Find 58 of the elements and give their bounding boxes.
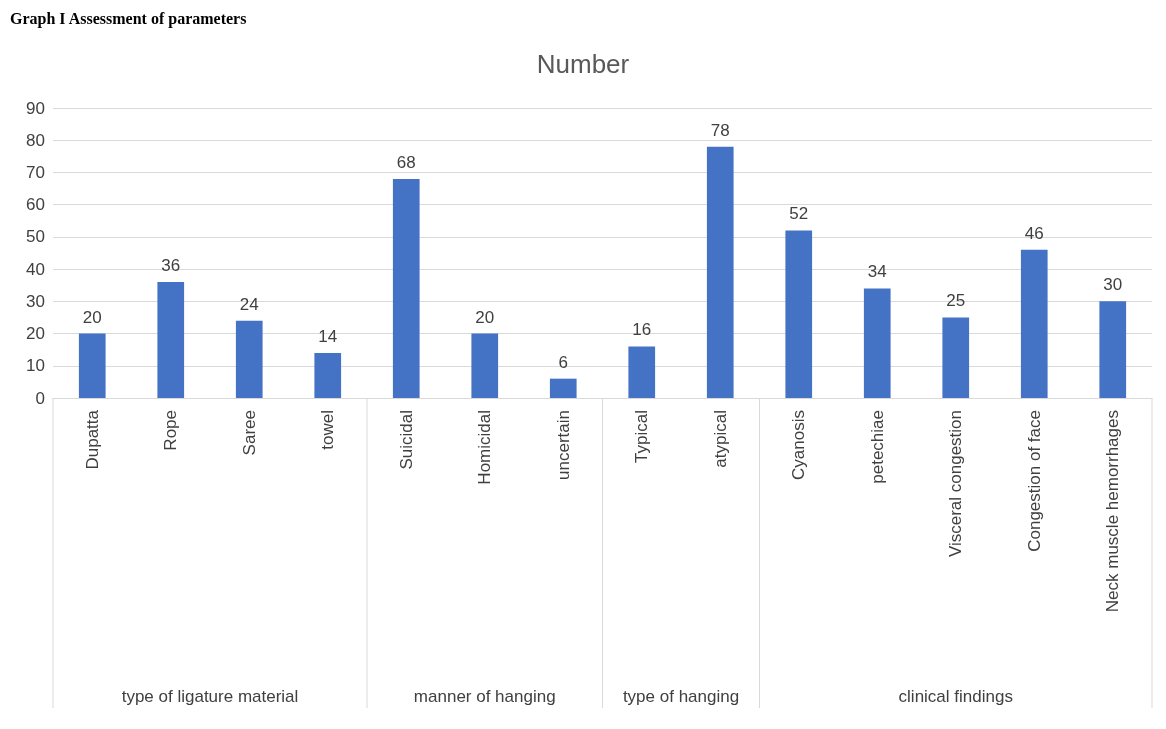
data-label: 16 bbox=[632, 320, 652, 340]
y-tick-label: 30 bbox=[26, 291, 45, 311]
x-tick-label: Saree bbox=[239, 410, 259, 456]
chart-title: Number bbox=[536, 49, 630, 79]
data-label: 30 bbox=[1103, 275, 1123, 295]
text: type of ligature material bbox=[121, 686, 299, 706]
y-tick-label: 80 bbox=[26, 130, 45, 150]
bar bbox=[628, 346, 656, 398]
bar bbox=[863, 288, 891, 398]
text: manner of hanging bbox=[413, 686, 556, 706]
bar bbox=[1020, 249, 1048, 398]
data-label: 46 bbox=[1024, 223, 1044, 243]
y-tick-label: 0 bbox=[35, 388, 45, 408]
x-tick-label: Visceral congestion bbox=[946, 410, 966, 558]
data-label: 36 bbox=[161, 256, 181, 275]
y-tick-label: 20 bbox=[26, 324, 45, 344]
data-label: 24 bbox=[239, 294, 259, 314]
bar bbox=[706, 146, 734, 398]
x-tick-label: uncertain bbox=[553, 410, 573, 480]
bar bbox=[314, 352, 342, 398]
data-label: 6 bbox=[558, 352, 568, 372]
bar bbox=[235, 320, 263, 398]
bar bbox=[157, 282, 185, 398]
data-label: 20 bbox=[475, 307, 495, 327]
data-label: 52 bbox=[789, 204, 809, 224]
data-label: 34 bbox=[867, 262, 887, 282]
x-tick-label: Dupatta bbox=[82, 409, 102, 470]
x-tick-label: Suicidal bbox=[396, 410, 416, 470]
bar bbox=[549, 378, 577, 398]
bar bbox=[392, 178, 420, 398]
y-tick-label: 50 bbox=[26, 227, 45, 247]
bar bbox=[1099, 301, 1127, 398]
x-tick-label: Typical bbox=[632, 410, 652, 463]
bar bbox=[785, 230, 813, 398]
y-tick-label: 40 bbox=[26, 259, 45, 279]
x-tick-label: petechiae bbox=[867, 410, 887, 484]
text: Graph I Assessment of parameters bbox=[10, 9, 247, 28]
x-tick-label: Neck muscle hemorrhages bbox=[1103, 410, 1123, 613]
x-tick-label: atypical bbox=[710, 410, 730, 468]
data-label: 14 bbox=[318, 326, 338, 346]
bar bbox=[78, 333, 106, 398]
y-tick-label: 70 bbox=[26, 162, 45, 182]
text: type of hanging bbox=[622, 686, 740, 706]
x-tick-label: Homicidal bbox=[475, 410, 495, 485]
x-tick-label: towel bbox=[318, 410, 338, 450]
x-tick-label: Rope bbox=[161, 410, 181, 451]
y-tick-label: 90 bbox=[26, 98, 45, 118]
text: clinical findings bbox=[898, 686, 1013, 706]
bar bbox=[942, 317, 970, 398]
y-tick-label: 10 bbox=[26, 356, 45, 376]
data-label: 68 bbox=[396, 152, 416, 172]
data-label: 20 bbox=[82, 307, 102, 327]
data-label: 78 bbox=[710, 120, 730, 140]
x-tick-label: Cyanosis bbox=[789, 410, 809, 480]
y-tick-label: 60 bbox=[26, 195, 45, 215]
data-label: 25 bbox=[946, 291, 966, 311]
x-tick-label: Congestion of face bbox=[1024, 410, 1044, 552]
bar bbox=[471, 333, 499, 398]
